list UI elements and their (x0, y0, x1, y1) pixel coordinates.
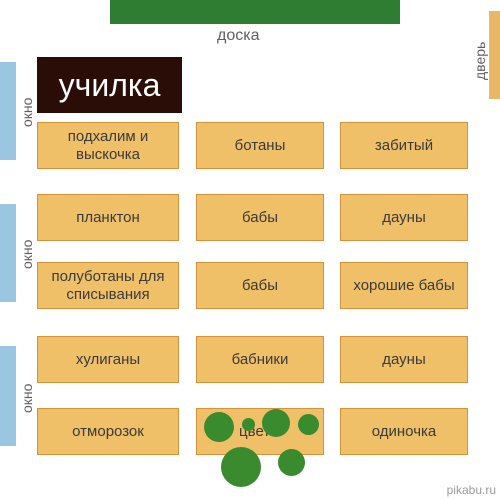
window (0, 204, 16, 302)
window-label: окно (19, 232, 35, 276)
desk: полуботаны для списывания (37, 262, 179, 309)
flower-circle (298, 414, 319, 435)
window-label: окно (19, 376, 35, 420)
board-label: доска (217, 27, 259, 45)
watermark: pikabu.ru (447, 483, 496, 497)
desk: хорошие бабы (340, 262, 468, 309)
desk: бабы (196, 194, 324, 241)
board (110, 0, 400, 24)
desk: ботаны (196, 122, 324, 169)
window (0, 62, 16, 160)
flower-circle (204, 412, 234, 442)
flower-circle (262, 409, 290, 437)
flower-circle (278, 449, 305, 476)
desk: бабники (196, 336, 324, 383)
desk: забитый (340, 122, 468, 169)
desk: хулиганы (37, 336, 179, 383)
desk: одиночка (340, 408, 468, 455)
door-label: дверь (472, 30, 488, 80)
door (489, 11, 500, 99)
window-label: окно (19, 90, 35, 134)
flower-circle (242, 418, 255, 431)
desk: отморозок (37, 408, 179, 455)
flower-circle (221, 447, 261, 487)
desk: бабы (196, 262, 324, 309)
desk: планктон (37, 194, 179, 241)
teacher-desk: училка (37, 57, 182, 113)
desk: подхалим и выскочка (37, 122, 179, 169)
desk: дауны (340, 194, 468, 241)
desk: дауны (340, 336, 468, 383)
window (0, 346, 16, 446)
